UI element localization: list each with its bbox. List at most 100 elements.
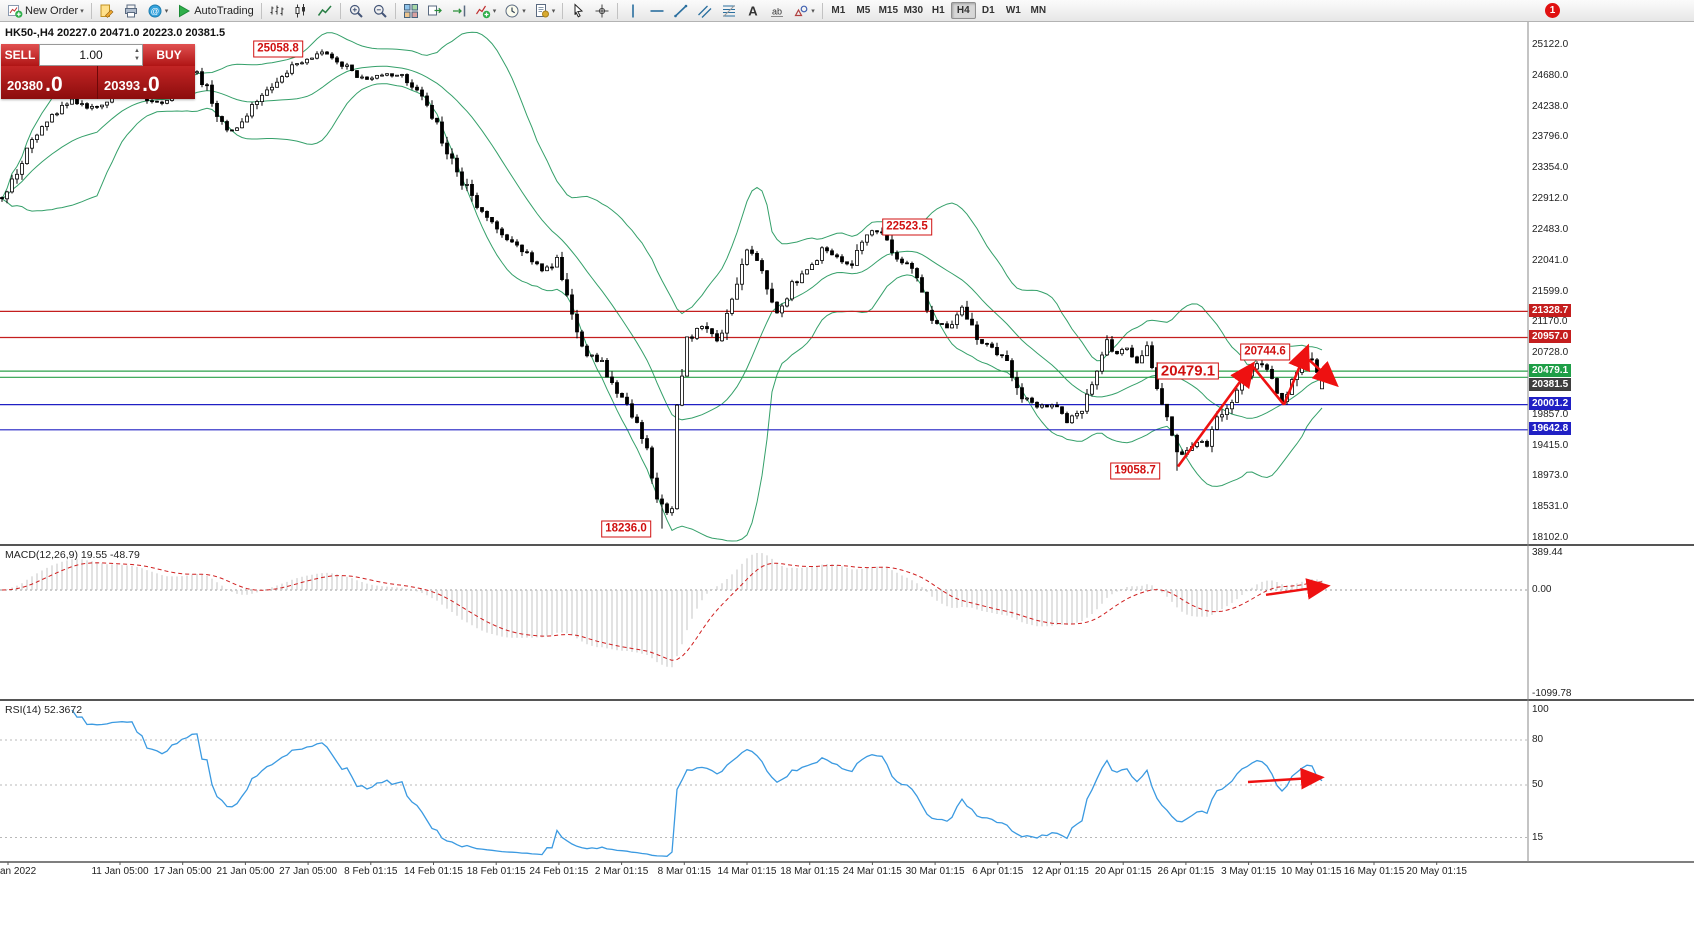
price-axis-label: 18973.0 — [1532, 470, 1569, 482]
bar-chart-button[interactable] — [265, 1, 289, 20]
timeframe-h4-button[interactable]: H4 — [950, 2, 976, 19]
price-axis-label: 24238.0 — [1532, 100, 1569, 112]
autotrading-button[interactable]: AutoTrading — [172, 1, 258, 20]
indicators-icon — [475, 5, 490, 18]
trendline-button[interactable] — [669, 1, 693, 20]
chart-shift-button[interactable] — [447, 1, 471, 20]
community-button[interactable]: @ ▾ — [143, 1, 173, 20]
time-axis-label: 24 Mar 01:15 — [842, 866, 902, 877]
price-annotation-20479.1[interactable]: 20479.1 — [1156, 362, 1220, 380]
shapes-icon — [794, 5, 808, 16]
price-annotation-22523.5[interactable]: 22523.5 — [882, 218, 932, 236]
text-button[interactable]: A — [741, 1, 765, 20]
indicators-button[interactable]: ▾ — [471, 1, 501, 20]
candle-chart-button[interactable] — [289, 1, 313, 20]
notification-badge[interactable]: 1 — [1545, 3, 1560, 18]
macd-panel — [0, 553, 1528, 668]
zoom-in-button[interactable] — [344, 1, 368, 20]
time-axis-label: an 2022 — [0, 866, 37, 877]
volume-input[interactable]: 1.00 ▲ ▼ — [39, 44, 143, 66]
timeframe-m1-button[interactable]: M1 — [831, 5, 846, 16]
price-axis-box-20957.0: 20957.0 — [1529, 329, 1572, 343]
trend-arrows[interactable] — [1176, 343, 1339, 790]
volume-value: 1.00 — [79, 48, 103, 62]
time-axis-label: 16 May 01:15 — [1343, 866, 1405, 877]
zoom-in-icon — [349, 4, 363, 18]
bar-chart-icon — [270, 5, 284, 15]
price-axis-box-20479.1: 20479.1 — [1529, 363, 1572, 377]
toolbar-separator — [339, 2, 341, 19]
svg-text:@: @ — [150, 6, 159, 16]
time-axis-label: 18 Feb 01:15 — [466, 866, 526, 877]
new-order-button[interactable]: New Order ▾ — [3, 1, 88, 20]
time-axis-label: 10 May 01:15 — [1280, 866, 1342, 877]
time-axis-label: 21 Jan 05:00 — [216, 866, 275, 877]
periods-button[interactable]: ▾ — [500, 1, 530, 20]
timeframe-m5-button[interactable]: M5 — [856, 5, 871, 16]
price-axis-label: 19857.0 — [1532, 408, 1569, 420]
time-axis-label: 14 Mar 01:15 — [717, 866, 777, 877]
horizontal-lines[interactable] — [0, 310, 1528, 431]
time-axis-label: 26 Apr 01:15 — [1157, 866, 1215, 877]
volume-up-icon[interactable]: ▲ — [134, 48, 140, 54]
buy-price[interactable]: 20393.0 — [98, 66, 195, 99]
sell-button[interactable]: SELL — [1, 44, 39, 66]
rsi-panel — [0, 709, 1528, 857]
metaeditor-button[interactable] — [95, 1, 119, 20]
toolbar-separator — [260, 2, 262, 19]
price-annotation-20744.6[interactable]: 20744.6 — [1240, 343, 1290, 361]
panel-separators — [0, 22, 1694, 863]
ohlc-header: HK50-,H4 20227.0 20471.0 20223.0 20381.5 — [5, 27, 226, 39]
crosshair-icon — [595, 4, 609, 17]
hline-button[interactable] — [645, 1, 669, 20]
svg-text:A: A — [749, 3, 759, 18]
price-axis-label: 18102.0 — [1532, 532, 1569, 543]
volume-down-icon[interactable]: ▼ — [134, 56, 140, 62]
price-axis-label: 22483.0 — [1532, 223, 1569, 235]
timeframe-h1-button[interactable]: H1 — [931, 5, 945, 16]
rsi-axis-label: 100 — [1532, 704, 1549, 715]
crosshair-button[interactable] — [590, 1, 614, 20]
line-chart-button[interactable] — [313, 1, 337, 20]
chart-shift-icon — [452, 5, 465, 16]
timeframe-mn-button[interactable]: MN — [1030, 5, 1047, 16]
tile-windows-button[interactable] — [399, 1, 423, 20]
templates-button[interactable]: ▾ — [530, 1, 560, 20]
zoom-out-button[interactable] — [368, 1, 392, 20]
price-axis-label: 18531.0 — [1532, 501, 1569, 513]
price-annotation-19058.7[interactable]: 19058.7 — [1110, 462, 1160, 480]
volume-spinner[interactable]: ▲ ▼ — [134, 47, 140, 63]
price-axis-label: 25122.0 — [1532, 39, 1569, 50]
price-axis-label: 22912.0 — [1532, 193, 1569, 205]
timeframe-m30-button[interactable]: M30 — [903, 5, 924, 16]
buy-button[interactable]: BUY — [143, 44, 195, 66]
time-axis-label: 6 Apr 01:15 — [972, 866, 1024, 877]
channel-button[interactable] — [693, 1, 717, 20]
time-axis-label: 18 Mar 01:15 — [780, 866, 840, 877]
trendline-icon — [674, 4, 688, 17]
time-axis-label: 20 May 01:15 — [1406, 866, 1467, 877]
price-annotation-18236.0[interactable]: 18236.0 — [601, 520, 651, 538]
rsi-label: RSI(14) 52.3672 — [5, 704, 83, 716]
print-button[interactable] — [119, 1, 143, 20]
price-annotation-25058.8[interactable]: 25058.8 — [253, 40, 303, 58]
toolbar-separator — [821, 2, 823, 19]
price-axis-label: 23354.0 — [1532, 162, 1569, 174]
timeframe-d1-button[interactable]: D1 — [981, 5, 995, 16]
time-axis-label: 8 Mar 01:15 — [657, 866, 711, 877]
timeframe-m15-button[interactable]: M15 — [878, 5, 899, 16]
auto-scroll-button[interactable] — [423, 1, 447, 20]
cursor-button[interactable] — [566, 1, 590, 20]
fibonacci-button[interactable] — [717, 1, 741, 20]
vline-button[interactable] — [621, 1, 645, 20]
community-icon: @ — [148, 4, 162, 17]
label-button[interactable]: ab — [765, 1, 789, 20]
shapes-button[interactable]: ▾ — [789, 1, 819, 20]
sell-price[interactable]: 20380.0 — [1, 66, 98, 99]
svg-text:ab: ab — [772, 6, 782, 16]
timeframe-w1-button[interactable]: W1 — [1005, 5, 1021, 16]
hline-icon — [650, 9, 664, 12]
time-axis-label: 27 Jan 05:00 — [279, 866, 338, 877]
